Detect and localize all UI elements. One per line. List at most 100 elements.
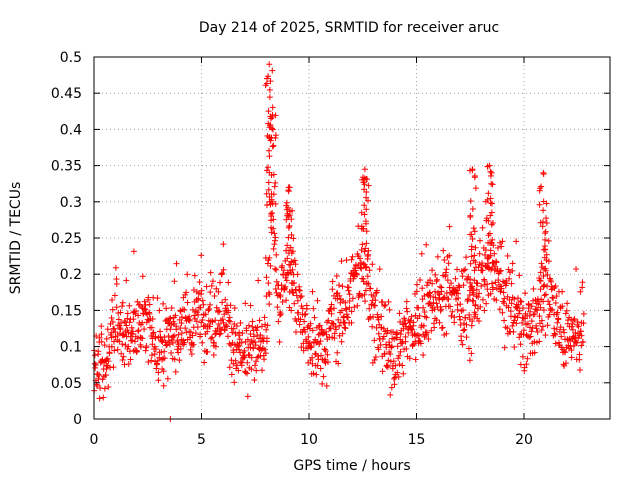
data-point bbox=[177, 345, 184, 352]
data-point bbox=[358, 209, 365, 216]
data-point bbox=[295, 309, 302, 316]
data-point bbox=[171, 332, 178, 339]
data-point bbox=[167, 315, 174, 322]
grid-lines bbox=[94, 57, 610, 419]
data-point bbox=[158, 337, 165, 344]
data-point bbox=[119, 303, 126, 310]
data-point bbox=[284, 242, 291, 249]
data-point bbox=[545, 258, 552, 265]
data-point bbox=[210, 351, 217, 358]
data-point bbox=[191, 312, 198, 319]
data-point bbox=[181, 339, 188, 346]
data-point bbox=[361, 291, 368, 298]
data-point bbox=[216, 331, 223, 338]
data-point bbox=[104, 363, 111, 370]
data-point bbox=[189, 332, 196, 339]
data-point bbox=[545, 298, 552, 305]
data-point bbox=[551, 330, 558, 337]
data-point bbox=[262, 321, 269, 328]
data-point bbox=[252, 342, 259, 349]
data-point bbox=[289, 266, 296, 273]
data-point bbox=[236, 336, 243, 343]
data-point bbox=[467, 198, 474, 205]
data-point bbox=[216, 308, 223, 315]
data-point bbox=[199, 297, 206, 304]
data-point bbox=[266, 291, 273, 298]
data-point bbox=[137, 343, 144, 350]
data-point bbox=[265, 280, 272, 287]
data-point bbox=[263, 202, 270, 209]
data-point bbox=[174, 346, 181, 353]
data-point bbox=[112, 329, 119, 336]
data-point bbox=[363, 206, 370, 213]
data-point bbox=[119, 341, 126, 348]
data-point bbox=[325, 317, 332, 324]
data-point bbox=[388, 344, 395, 351]
data-point bbox=[94, 382, 101, 389]
data-point bbox=[408, 313, 415, 320]
data-point bbox=[425, 336, 432, 343]
data-point bbox=[533, 306, 540, 313]
data-point bbox=[361, 298, 368, 305]
data-point bbox=[487, 172, 494, 179]
data-point bbox=[125, 329, 132, 336]
data-point bbox=[365, 197, 372, 204]
data-point bbox=[265, 179, 272, 186]
data-point bbox=[226, 340, 233, 347]
data-point bbox=[489, 280, 496, 287]
data-point bbox=[497, 267, 504, 274]
data-point bbox=[117, 320, 124, 327]
data-point bbox=[309, 354, 316, 361]
data-point bbox=[550, 295, 557, 302]
data-point bbox=[500, 289, 507, 296]
data-point bbox=[133, 308, 140, 315]
data-point bbox=[288, 231, 295, 238]
data-point bbox=[354, 302, 361, 309]
data-point bbox=[269, 126, 276, 133]
data-point bbox=[446, 252, 453, 259]
data-point bbox=[468, 243, 475, 250]
data-point bbox=[457, 301, 464, 308]
data-point bbox=[549, 294, 556, 301]
data-point bbox=[397, 348, 404, 355]
data-point bbox=[577, 288, 584, 295]
data-point bbox=[544, 322, 551, 329]
data-point bbox=[390, 358, 397, 365]
data-point bbox=[275, 318, 282, 325]
data-point bbox=[470, 257, 477, 264]
data-point bbox=[533, 325, 540, 332]
data-point bbox=[284, 255, 291, 262]
data-point bbox=[141, 326, 148, 333]
data-point bbox=[115, 316, 122, 323]
data-point bbox=[472, 185, 479, 192]
data-point bbox=[485, 190, 492, 197]
data-point bbox=[460, 320, 467, 327]
data-point bbox=[198, 287, 205, 294]
data-point bbox=[386, 306, 393, 313]
data-point bbox=[264, 164, 271, 171]
data-point bbox=[187, 329, 194, 336]
data-point bbox=[263, 80, 270, 87]
data-point bbox=[249, 318, 256, 325]
data-point bbox=[569, 326, 576, 333]
data-point bbox=[489, 200, 496, 207]
data-point bbox=[441, 256, 448, 263]
data-point bbox=[253, 358, 260, 365]
data-point bbox=[250, 345, 257, 352]
data-point bbox=[387, 391, 394, 398]
data-point bbox=[467, 279, 474, 286]
data-point bbox=[266, 301, 273, 308]
data-point bbox=[471, 228, 478, 235]
data-point bbox=[527, 308, 534, 315]
data-point bbox=[372, 297, 379, 304]
data-point bbox=[518, 298, 525, 305]
data-point bbox=[432, 271, 439, 278]
data-point bbox=[363, 176, 370, 183]
data-point bbox=[206, 323, 213, 330]
data-point bbox=[277, 293, 284, 300]
data-point bbox=[199, 339, 206, 346]
data-point bbox=[148, 324, 155, 331]
data-point bbox=[265, 108, 272, 115]
data-point bbox=[432, 288, 439, 295]
data-point bbox=[269, 104, 276, 111]
